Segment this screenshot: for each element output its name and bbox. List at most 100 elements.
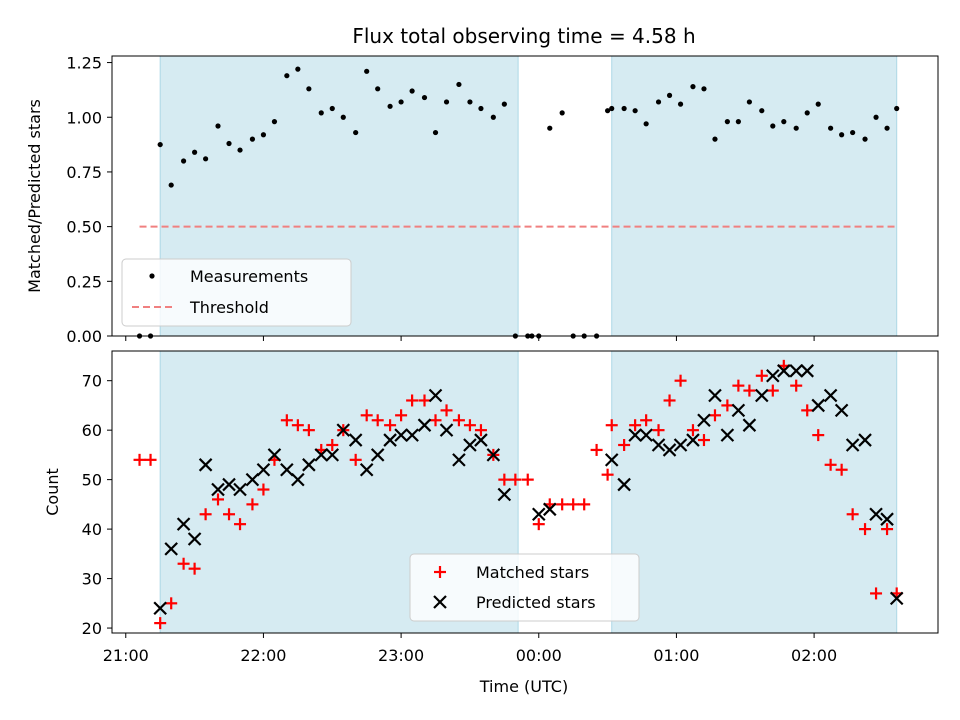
legend-label-predicted: Predicted stars xyxy=(476,593,596,612)
legend-marker-measurements xyxy=(149,273,155,279)
predicted-star-marker xyxy=(604,453,619,467)
top-y-tick-label: 1.25 xyxy=(66,54,102,73)
predicted-star-marker xyxy=(256,462,271,477)
predicted-star-marker xyxy=(731,403,746,418)
predicted-star-marker xyxy=(314,448,329,462)
predicted-star-marker xyxy=(302,458,316,472)
measurement-point xyxy=(828,125,834,131)
predicted-star-marker xyxy=(198,458,213,472)
measurement-point xyxy=(677,101,684,107)
top-y-tick-label: 0.00 xyxy=(66,327,102,346)
predicted-star-marker xyxy=(383,433,397,447)
observing-window-span xyxy=(611,55,898,337)
x-tick-label: 22:00 xyxy=(240,646,286,665)
measurement-point xyxy=(284,73,290,79)
top-y-tick-label: 0.50 xyxy=(66,218,102,237)
matched-star-marker xyxy=(663,394,676,407)
matched-star-marker xyxy=(766,384,779,397)
matched-star-marker xyxy=(835,463,848,476)
matched-star-marker xyxy=(474,424,487,437)
top-y-tick-label: 1.00 xyxy=(66,108,102,127)
predicted-star-marker xyxy=(789,364,803,378)
measurement-point xyxy=(215,123,221,129)
matched-star-marker xyxy=(291,419,304,432)
measurement-point xyxy=(770,123,776,129)
matched-star-marker xyxy=(870,587,883,600)
matched-star-marker xyxy=(133,453,146,466)
predicted-star-marker xyxy=(452,453,466,467)
x-tick-label: 02:00 xyxy=(791,646,837,665)
measurement-point xyxy=(237,147,243,153)
matched-star-marker xyxy=(257,483,270,496)
matched-star-marker xyxy=(418,394,431,407)
predicted-star-marker xyxy=(359,462,374,477)
top-y-axis: 0.00 0.25 0.50 0.75 1.00 1.25 xyxy=(66,54,112,346)
predicted-star-marker xyxy=(766,368,780,383)
measurement-point xyxy=(632,108,638,114)
ratio-panel: 0.00 0.25 0.50 0.75 1.00 1.25 Flux total obse… xyxy=(25,24,939,346)
measurement-point xyxy=(815,101,821,107)
measurement-point xyxy=(690,84,696,90)
bottom-y-tick-label: 70 xyxy=(82,372,102,391)
observing-window-span xyxy=(611,350,898,634)
predicted-star-marker xyxy=(486,448,501,462)
matched-star-marker xyxy=(755,369,768,382)
predicted-star-marker xyxy=(211,482,225,497)
matched-star-marker xyxy=(567,498,580,511)
matched-star-marker xyxy=(509,473,522,486)
matched-star-marker xyxy=(188,562,201,575)
predicted-star-marker xyxy=(348,433,363,447)
predicted-star-marker xyxy=(686,433,700,447)
measurement-point xyxy=(306,86,312,92)
predicted-star-marker xyxy=(858,433,872,447)
measurement-point xyxy=(467,99,473,105)
measurement-point xyxy=(203,156,209,162)
matched-star-marker xyxy=(154,617,167,630)
predicted-star-marker xyxy=(463,438,477,452)
predicted-star-marker xyxy=(628,428,642,442)
x-tick-label: 21:00 xyxy=(103,646,149,665)
predicted-star-marker xyxy=(697,413,711,428)
predicted-star-marker xyxy=(164,542,178,556)
x-tick-label: 01:00 xyxy=(653,646,699,665)
measurement-point xyxy=(501,101,507,107)
predicted-star-marker xyxy=(823,388,838,403)
matched-star-marker xyxy=(601,468,614,481)
measurement-point xyxy=(432,129,439,136)
predicted-star-marker xyxy=(755,388,769,403)
measurement-point xyxy=(387,103,393,109)
matched-star-marker xyxy=(440,404,453,417)
measurement-point xyxy=(781,119,787,125)
matched-star-marker xyxy=(846,508,859,521)
predicted-star-marker xyxy=(720,428,735,442)
matched-star-marker xyxy=(280,414,293,427)
measurement-point xyxy=(759,108,765,114)
matched-star-marker xyxy=(824,458,837,471)
measurement-point xyxy=(409,88,415,94)
predicted-star-marker xyxy=(336,423,351,437)
bottom-y-tick-label: 30 xyxy=(82,570,102,589)
matched-star-marker xyxy=(732,379,745,392)
matched-star-marker xyxy=(371,414,384,427)
measurement-point xyxy=(712,136,718,142)
predicted-star-marker xyxy=(880,512,894,526)
predicted-star-marker xyxy=(651,438,666,452)
matched-star-marker xyxy=(812,429,825,442)
matched-star-marker xyxy=(360,409,373,422)
predicted-star-marker xyxy=(405,428,419,442)
matched-star-marker xyxy=(326,439,339,451)
predicted-star-marker xyxy=(708,388,722,403)
measurement-point xyxy=(873,114,879,120)
matched-star-marker xyxy=(674,374,687,387)
matched-star-marker xyxy=(302,424,315,437)
matched-star-marker xyxy=(686,424,699,437)
measurement-point xyxy=(157,141,163,148)
predicted-star-marker xyxy=(439,423,454,437)
predicted-star-marker xyxy=(673,438,688,452)
x-tick-label: 23:00 xyxy=(378,646,424,665)
matched-star-marker xyxy=(395,409,408,422)
bottom-x-axis: 21:00 22:00 23:00 00:00 01:00 02:00 xyxy=(103,633,837,665)
measurement-point xyxy=(318,110,324,116)
measurement-point xyxy=(295,66,301,72)
measurement-point xyxy=(329,105,335,112)
